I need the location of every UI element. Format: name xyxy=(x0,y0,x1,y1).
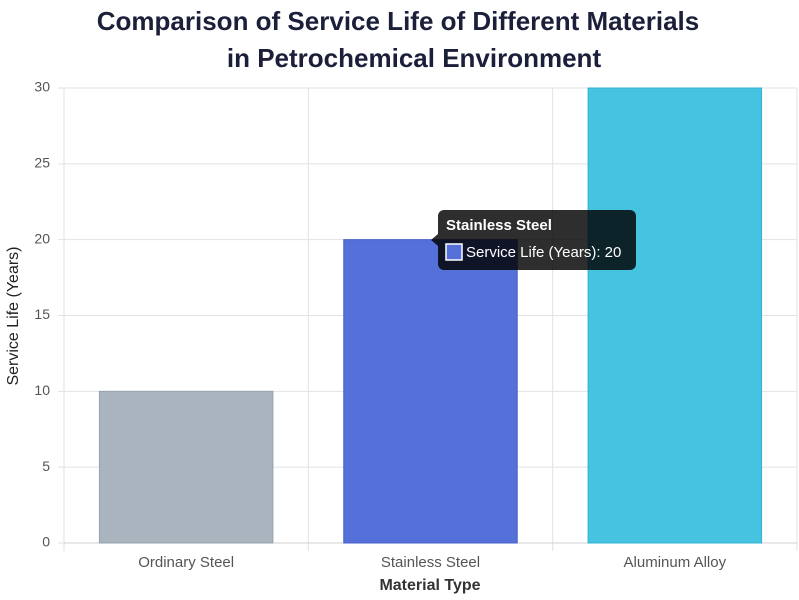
tooltip: Stainless Steel Service Life (Years): 20 xyxy=(431,210,636,270)
y-tick-label: 5 xyxy=(42,458,50,474)
bar xyxy=(343,239,518,544)
x-tick-label: Aluminum Alloy xyxy=(624,554,727,571)
y-axis-title: Service Life (Years) xyxy=(5,246,22,385)
x-axis-title: Material Type xyxy=(379,577,480,594)
bar xyxy=(587,87,763,544)
chart-title: Comparison of Service Life of Different … xyxy=(97,6,699,36)
bar xyxy=(98,390,274,544)
y-tick-label: 10 xyxy=(34,382,50,398)
y-tick-label: 20 xyxy=(34,230,50,246)
tooltip-box xyxy=(431,210,636,270)
tooltip-body: Service Life (Years): 20 xyxy=(466,244,621,261)
chart-title: in Petrochemical Environment xyxy=(227,43,602,73)
tooltip-title: Stainless Steel xyxy=(446,217,552,234)
y-tick-label: 25 xyxy=(34,155,50,171)
x-tick-label: Stainless Steel xyxy=(381,554,480,571)
y-tick-label: 0 xyxy=(42,534,50,550)
y-tick-label: 30 xyxy=(34,79,50,95)
tooltip-swatch xyxy=(445,243,463,261)
y-tick-label: 15 xyxy=(34,306,50,322)
x-tick-label: Ordinary Steel xyxy=(138,554,234,571)
